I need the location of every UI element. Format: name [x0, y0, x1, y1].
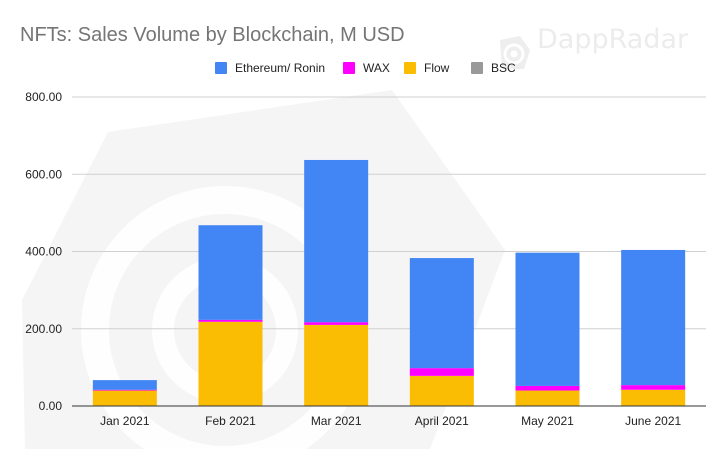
legend-swatch-icon [471, 62, 483, 74]
bar-flow-mar-2021 [304, 324, 369, 406]
legend-label: Ethereum/ Ronin [235, 61, 325, 75]
bar-ethereum-ronin-june-2021 [621, 249, 686, 386]
bars [92, 159, 686, 406]
bar-wax-jan-2021 [92, 389, 157, 391]
bar-wax-feb-2021 [198, 319, 263, 322]
legend-label: Flow [424, 61, 450, 75]
chart-title: NFTs: Sales Volume by Blockchain, M USD [20, 24, 405, 46]
legend-swatch-icon [215, 62, 227, 74]
legend-swatch-icon [343, 62, 355, 74]
bar-ethereum-ronin-may-2021 [515, 252, 580, 386]
y-tick-label: 200.00 [25, 322, 62, 336]
bar-flow-may-2021 [515, 390, 580, 406]
legend-item-flow: Flow [404, 61, 450, 75]
y-axis: 0.00 200.00 400.00 600.00 800.00 [25, 90, 62, 413]
bar-ethereum-ronin-feb-2021 [198, 225, 263, 320]
x-axis: Jan 2021 Feb 2021 Mar 2021 April 2021 May 20… [100, 414, 681, 428]
bar-flow-june-2021 [621, 389, 686, 406]
bar-wax-april-2021 [409, 368, 474, 376]
bar-ethereum-ronin-april-2021 [409, 258, 474, 369]
legend-label: WAX [363, 61, 390, 75]
legend-label: BSC [491, 61, 516, 75]
y-tick-label: 0.00 [39, 399, 63, 413]
x-tick-label: Feb 2021 [205, 414, 256, 428]
x-tick-label: May 2021 [521, 414, 574, 428]
legend: Ethereum/ Ronin WAX Flow BSC [215, 61, 516, 75]
legend-item-bsc: BSC [471, 61, 516, 75]
y-gridlines [72, 96, 706, 330]
bar-ethereum-ronin-mar-2021 [304, 159, 369, 323]
bar-wax-june-2021 [621, 385, 686, 390]
y-tick-label: 600.00 [25, 167, 62, 181]
watermark-brand: DappRadar [537, 24, 689, 55]
bar-wax-may-2021 [515, 385, 580, 391]
bar-flow-april-2021 [409, 375, 474, 406]
bar-flow-feb-2021 [198, 321, 263, 406]
legend-swatch-icon [404, 62, 416, 74]
x-tick-label: June 2021 [625, 414, 681, 428]
bar-flow-jan-2021 [92, 390, 157, 406]
x-tick-label: Jan 2021 [100, 414, 150, 428]
legend-item-wax: WAX [343, 61, 390, 75]
y-tick-label: 800.00 [25, 90, 62, 104]
y-tick-label: 400.00 [25, 245, 62, 259]
bar-ethereum-ronin-jan-2021 [92, 380, 157, 390]
legend-item-ethereum-ronin: Ethereum/ Ronin [215, 61, 325, 75]
x-tick-label: Mar 2021 [311, 414, 362, 428]
bar-wax-mar-2021 [304, 322, 369, 325]
dappradar-logo-icon [500, 36, 530, 69]
x-tick-label: April 2021 [415, 414, 469, 428]
